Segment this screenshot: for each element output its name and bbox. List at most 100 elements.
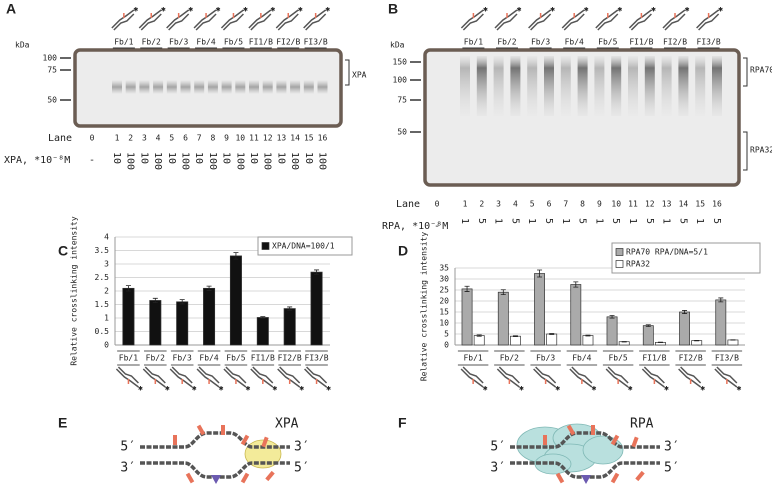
dna-icon (535, 366, 557, 384)
x-tick-label: Fb/1 (463, 354, 482, 363)
gel-lane (493, 56, 504, 116)
dna-icon (279, 366, 301, 384)
marker-label: 50 (47, 96, 57, 105)
dna-icon (304, 368, 328, 388)
lane-title: Lane (48, 133, 72, 144)
error-bar (682, 310, 688, 314)
gel-lane (678, 56, 689, 116)
conc-value: 1 (593, 218, 604, 224)
y-tick-label: 1 (104, 314, 109, 323)
conc-value: 10 (221, 152, 232, 164)
legend-swatch (615, 260, 624, 268)
conc-value: 100 (289, 152, 300, 170)
group-label: FI3/B (304, 38, 328, 47)
dna-icon (220, 9, 244, 29)
bar (546, 333, 558, 346)
conc-value: 1 (560, 218, 571, 224)
dna-icon (115, 368, 139, 388)
lane-number: 9 (224, 134, 229, 143)
gel-lane (594, 56, 605, 116)
gel-lane (460, 56, 470, 116)
dna-icon (113, 13, 135, 31)
error-bar (476, 334, 482, 337)
conc-value: 10 (166, 152, 177, 164)
gel-lane (276, 80, 287, 94)
lane-number: 0 (90, 134, 95, 143)
y-tick-label: 1.5 (95, 300, 110, 309)
lesion-star: ✱ (298, 5, 303, 14)
conc-value: 1 (526, 218, 537, 224)
lesion-star: ✱ (628, 384, 633, 393)
lesion-star: ✱ (651, 5, 656, 14)
conc-value: 100 (262, 152, 273, 170)
dna-icon (117, 366, 139, 384)
lesion-star: ✱ (270, 5, 275, 14)
gel-lane (290, 80, 301, 94)
error-bar (609, 315, 615, 319)
group-label: Fb/3 (531, 38, 550, 47)
gel-lane (262, 80, 273, 94)
lesion-star: ✱ (272, 384, 277, 393)
gel-lane (560, 56, 571, 116)
x-tick-label: FI3/B (715, 354, 739, 363)
lesion-star: ✱ (133, 5, 138, 14)
dna-icon (169, 368, 193, 388)
dna-icon (222, 13, 244, 31)
dna-icon (530, 13, 552, 31)
bar (203, 287, 216, 346)
dna-icon (225, 366, 247, 384)
gel-lane (249, 80, 259, 94)
conc-value: 100 (234, 152, 245, 170)
conc-value: 10 (193, 152, 204, 164)
dna-icon (306, 366, 328, 384)
dna-icon (664, 13, 686, 31)
strand-end: 3′ (120, 461, 136, 476)
dna-icon (678, 368, 702, 388)
lane-number: 15 (695, 200, 705, 209)
error-bar (179, 299, 185, 305)
lesion-tick (555, 472, 565, 484)
lesion-star: ✱ (483, 384, 488, 393)
dna-icon (607, 366, 629, 384)
bar (176, 301, 189, 346)
band-bracket (345, 59, 350, 86)
error-bar (206, 285, 212, 291)
conc-value: 1 (661, 218, 672, 224)
bar (256, 317, 269, 346)
conc-value: 10 (303, 152, 314, 164)
dna-icon (569, 368, 593, 388)
lane-number: 10 (611, 200, 621, 209)
legend-label: RPA32 (626, 260, 650, 269)
conc-value: 5 (476, 218, 487, 224)
dna-icon (643, 366, 665, 384)
conc-value: 1 (694, 218, 705, 224)
lesion-star: ✱ (188, 5, 193, 14)
dna-icon (277, 368, 301, 388)
dna-icon (252, 366, 274, 384)
dna-icon (561, 9, 585, 29)
panel-letter: F (398, 415, 407, 431)
x-tick-label: Fb/2 (500, 354, 519, 363)
error-bar (718, 297, 724, 303)
bar (461, 288, 473, 346)
conc-value: - (434, 221, 440, 232)
lesion-star: ✱ (664, 384, 669, 393)
lesion-star: ✱ (299, 384, 304, 393)
lane-number: 2 (479, 200, 484, 209)
group-label: Fb/1 (464, 38, 483, 47)
band-label: XPA (352, 71, 367, 80)
lane-number: 4 (513, 200, 518, 209)
conc-value: 100 (207, 152, 218, 170)
lesion-star: ✱ (192, 384, 197, 393)
y-tick-label: 15 (439, 308, 449, 317)
lesion-marker (211, 475, 221, 484)
bar (691, 340, 703, 346)
lesion-tick (631, 436, 639, 448)
x-tick-label: Fb/3 (173, 354, 192, 363)
gel-lane (139, 80, 150, 94)
dna-icon (460, 368, 484, 388)
dna-icon (277, 13, 299, 31)
marker-label: 75 (397, 96, 407, 105)
legend-swatch (615, 248, 624, 256)
protein-label: RPA (630, 417, 654, 432)
